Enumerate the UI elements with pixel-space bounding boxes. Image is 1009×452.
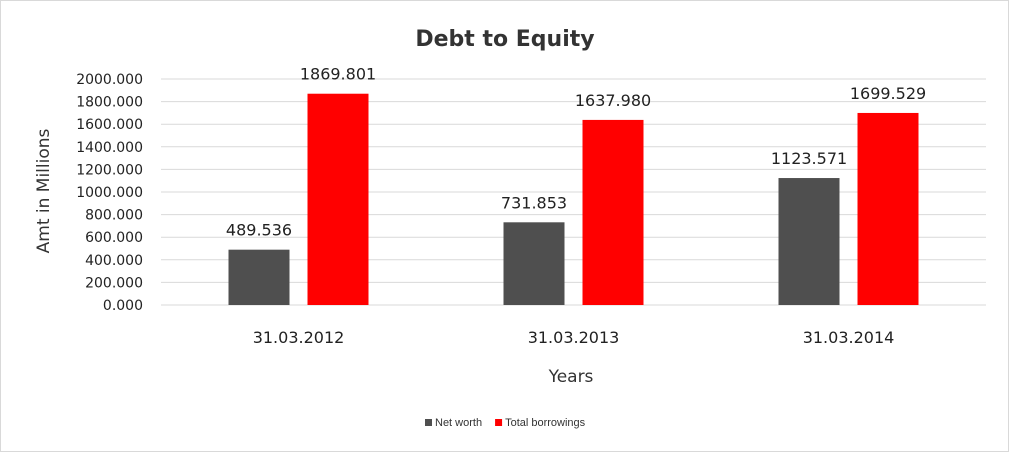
legend-swatch — [425, 419, 432, 426]
data-label: 1637.980 — [575, 91, 651, 110]
x-axis-label: Years — [548, 367, 594, 387]
x-tick-label: 31.03.2012 — [253, 328, 345, 347]
y-tick-label: 1200.000 — [76, 162, 143, 178]
y-tick-label: 200.000 — [85, 275, 143, 291]
data-label: 1123.571 — [771, 149, 847, 168]
data-label: 1869.801 — [300, 65, 376, 84]
y-axis-label: Amt in Millions — [34, 128, 54, 253]
y-axis-ticks: 0.000 200.000 400.000 600.000 800.000 1000.00… — [76, 72, 143, 314]
y-tick-label: 1600.000 — [76, 117, 143, 133]
legend-swatch — [495, 419, 503, 426]
bars — [228, 93, 919, 306]
legend-label: Net worth — [435, 417, 482, 429]
y-tick-label: 400.000 — [85, 253, 143, 269]
legend: Net worth Total borrowings — [425, 417, 586, 429]
y-tick-label: 1800.000 — [76, 95, 143, 111]
net-worth-bar — [778, 178, 840, 305]
y-tick-label: 800.000 — [85, 208, 143, 224]
y-tick-label: 600.000 — [85, 230, 143, 246]
total-borrowings-bar — [857, 112, 919, 306]
chart-title: Debt to Equity — [415, 27, 594, 52]
y-tick-label: 2000.000 — [76, 72, 143, 88]
total-borrowings-bar — [307, 93, 369, 305]
net-worth-bar — [228, 249, 290, 305]
x-tick-label: 31.03.2013 — [528, 328, 620, 347]
y-tick-label: 1000.000 — [76, 185, 143, 201]
x-tick-label: 31.03.2014 — [803, 328, 895, 347]
y-tick-label: 1400.000 — [76, 140, 143, 156]
data-label: 489.536 — [226, 221, 292, 240]
data-labels: 489.536 1869.801 731.853 1637.980 1123.571 16… — [226, 65, 926, 240]
x-axis-categories: 31.03.2012 31.03.2013 31.03.2014 — [253, 328, 895, 347]
legend-label: Total borrowings — [505, 417, 586, 429]
data-label: 1699.529 — [850, 84, 926, 103]
net-worth-bar — [503, 222, 565, 305]
gridlines — [161, 78, 986, 306]
y-tick-label: 0.000 — [103, 298, 143, 314]
total-borrowings-bar — [582, 119, 644, 305]
data-label: 731.853 — [501, 193, 567, 212]
